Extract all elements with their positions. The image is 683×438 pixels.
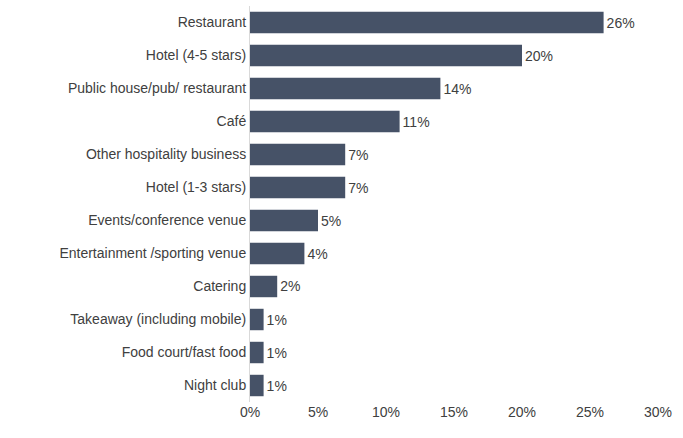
svg-text:5%: 5% [321, 213, 341, 229]
svg-text:7%: 7% [348, 180, 368, 196]
svg-text:Hotel (1-3 stars): Hotel (1-3 stars) [146, 179, 246, 195]
svg-text:Entertainment /sporting venue: Entertainment /sporting venue [59, 245, 246, 261]
svg-text:1%: 1% [267, 312, 287, 328]
svg-text:11%: 11% [403, 114, 430, 130]
svg-text:7%: 7% [348, 147, 368, 163]
svg-text:30%: 30% [644, 404, 672, 420]
svg-text:Restaurant: Restaurant [178, 14, 247, 30]
svg-text:20%: 20% [508, 404, 536, 420]
svg-text:Catering: Catering [193, 278, 246, 294]
svg-text:2%: 2% [280, 278, 300, 294]
svg-text:Café: Café [217, 113, 247, 129]
svg-text:25%: 25% [576, 404, 604, 420]
svg-text:26%: 26% [607, 15, 635, 31]
svg-text:5%: 5% [308, 404, 328, 420]
svg-text:14%: 14% [443, 81, 471, 97]
svg-text:Takeaway (including mobile): Takeaway (including mobile) [70, 311, 246, 327]
svg-text:Other hospitality business: Other hospitality business [86, 146, 246, 162]
svg-text:Public house/pub/ restaurant: Public house/pub/ restaurant [68, 80, 246, 96]
svg-text:1%: 1% [267, 345, 287, 361]
svg-text:Hotel (4-5 stars): Hotel (4-5 stars) [146, 47, 246, 63]
svg-text:Food court/fast food: Food court/fast food [122, 344, 247, 360]
svg-text:0%: 0% [240, 404, 260, 420]
svg-text:20%: 20% [525, 48, 553, 64]
svg-text:1%: 1% [267, 378, 287, 394]
svg-text:15%: 15% [440, 404, 468, 420]
svg-text:Events/conference venue: Events/conference venue [88, 212, 246, 228]
svg-text:10%: 10% [372, 404, 400, 420]
svg-text:Night club: Night club [184, 377, 246, 393]
svg-text:4%: 4% [307, 246, 327, 262]
